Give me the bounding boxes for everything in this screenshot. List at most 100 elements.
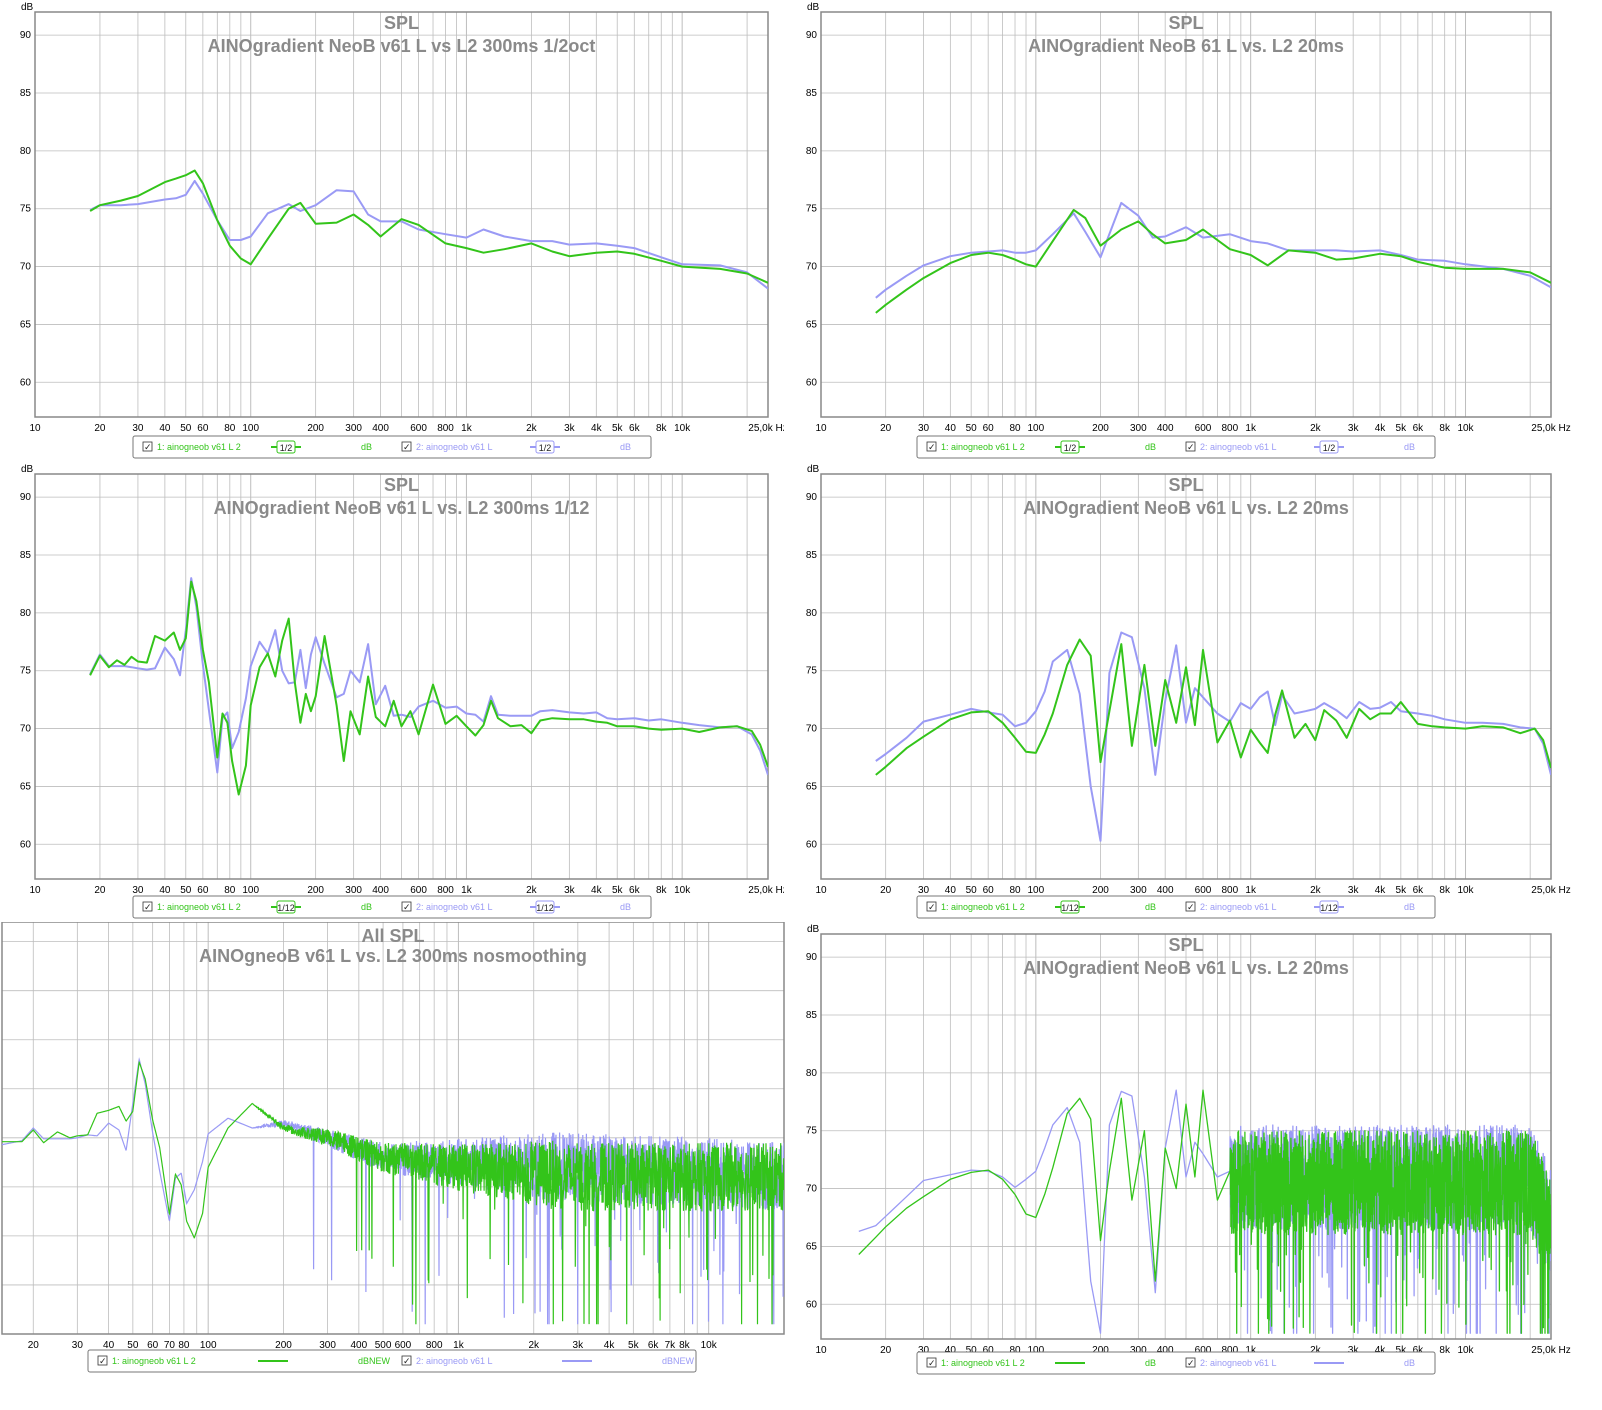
x-tick-label: 300 [1130,1345,1147,1356]
x-tick-label: 5k [612,885,624,896]
grid [34,12,768,417]
legend-unit-label: dB [620,902,631,912]
x-tick-label: 30 [918,1345,930,1356]
x-tick-label: 30 [918,885,930,896]
x-tick-label: 1k [453,1340,465,1351]
y-tick-label: 90 [806,30,818,41]
legend-series-label: 2: ainogneob v61 L [416,442,493,452]
x-tick-label: 70 [164,1340,176,1351]
x-tick-label: 7k [665,1340,677,1351]
x-tick-label: 40 [159,423,171,434]
chart-panel-1: 90 85 80 75 70 65 60 dB 10 20 30 40 50 60 80 100 200 300 4… [0,0,784,462]
y-tick-label: 70 [20,262,32,273]
legend-check-mark: ✓ [928,442,936,452]
x-tick-label: 6k [1413,423,1425,434]
y-tick-label: 80 [806,608,818,619]
x-tick-label: 300 [1130,885,1147,896]
series-line-1 [89,169,768,284]
legend-unit-label: dB [1404,442,1415,452]
x-tick-label: 50 [966,885,978,896]
legend-series-label: 2: ainogneob v61 L [1200,1358,1277,1368]
legend-smoothing-box [1319,900,1339,914]
y-tick-label: 70 [806,262,818,273]
legend-smoothing-box [276,900,296,914]
plot-frame [820,933,1552,1340]
legend-series-label: 2: ainogneob v61 L [1200,902,1277,912]
chart-subtitle: AINOgradient NeoB v61 L vs L2 300ms 1/2o… [208,36,596,56]
legend-box [916,895,1436,919]
plot-area [2,922,784,1334]
legend-checkbox [1185,441,1196,452]
x-tick-label: 10 [29,885,41,896]
x-tick-label: 400 [372,423,389,434]
x-tick-label: 20 [94,423,106,434]
x-tick-label: 50 [127,1340,139,1351]
legend-checkbox [142,901,153,912]
x-tick-label: 50 [180,423,192,434]
legend-series-label: 1: ainogneob v61 L 2 [941,902,1025,912]
x-tick-label: 25,0k Hz [748,423,784,434]
x-tick-label: 600 [410,423,427,434]
y-axis-label: dB [21,464,34,475]
x-tick-label: 800 [437,423,454,434]
x-tick-label: 40 [103,1340,115,1351]
x-tick-label: 100 [242,885,259,896]
x-tick-label: 50 [180,885,192,896]
grid [820,474,1551,879]
x-tick-label: 4k [604,1340,616,1351]
x-tick-label: 100 [1027,423,1044,434]
legend-smoothing-box [535,440,555,454]
legend-smoothing-box [276,440,296,454]
x-tick-label: 8k [656,885,668,896]
legend-check-mark: ✓ [1187,442,1195,452]
chart-panel-3: 90 85 80 75 70 65 60 dB 10 20 30 40 50 60 80 100 200 300 4… [0,462,784,922]
legend-box [132,895,652,919]
y-tick-label: 90 [20,30,32,41]
chart-subtitle: AINOgradient NeoB v61 L vs. L2 300ms 1/1… [214,498,590,518]
y-tick-label: 80 [20,608,32,619]
legend-series-label: 1: ainogneob v61 L 2 [157,902,241,912]
x-tick-label: 4k [591,885,603,896]
x-tick-label: 10k [674,423,691,434]
x-tick-label: 4k [1375,1345,1387,1356]
x-tick-label: 4k [1375,423,1387,434]
series-line-1 [858,1089,1551,1334]
series-line-1 [875,638,1551,776]
legend-unit-label: dB [1404,902,1415,912]
y-tick-label: 80 [20,146,32,157]
x-tick-label: 25,0k Hz [1531,885,1570,896]
legend-checkbox [401,901,412,912]
legend-box [87,1349,697,1373]
x-tick-label: 80 [1009,1345,1021,1356]
legend: ✓ 1: ainogneob v61 L 2 dBNEW ✓ 2: ainogneob … [87,1349,697,1373]
y-tick-label: 80 [806,146,818,157]
legend-unit-label: dB [620,442,631,452]
y-tick-label: 60 [20,377,32,388]
x-tick-label: 100 [1027,885,1044,896]
legend-unit-label: dB [361,902,372,912]
chart-svg-2: 90 85 80 75 70 65 60 dB 10 20 30 40 50 60 80 100 200 300 4… [806,2,1571,459]
y-tick-label: 65 [806,781,818,792]
x-tick-label: 4k [591,423,603,434]
y-tick-label: 85 [806,550,818,561]
legend-unit-label: dB [1145,902,1156,912]
x-tick-label: 1k [1245,885,1257,896]
x-tick-label: 5k [1396,885,1408,896]
x-tick-label: 3k [1348,1345,1360,1356]
x-tick-label: 800 [437,885,454,896]
chart-title: SPL [1168,13,1203,33]
series-line-2 [875,631,1551,842]
x-tick-label: 25,0k Hz [748,885,784,896]
legend-checkbox [401,1355,412,1366]
x-tick-label: 2k [526,885,538,896]
x-tick-label: 300 [345,423,362,434]
legend-unit-label: dB [361,442,372,452]
legend-check-mark: ✓ [928,1358,936,1368]
legend-smoothing-label: 1/2 [1323,443,1336,453]
chart-panel-5: 20 30 40 50 60 70 80 100 200 300 400 500 600 800 1k 2k 3… [0,922,800,1410]
legend: ✓ 1: ainogneob v61 L 2 1/2 dB ✓ 2: ainogneob … [132,435,652,459]
y-tick-label: 70 [806,724,818,735]
x-tick-label: 8k [679,1340,691,1351]
x-tick-label: 6k [629,885,641,896]
x-tick-label: 20 [880,423,892,434]
